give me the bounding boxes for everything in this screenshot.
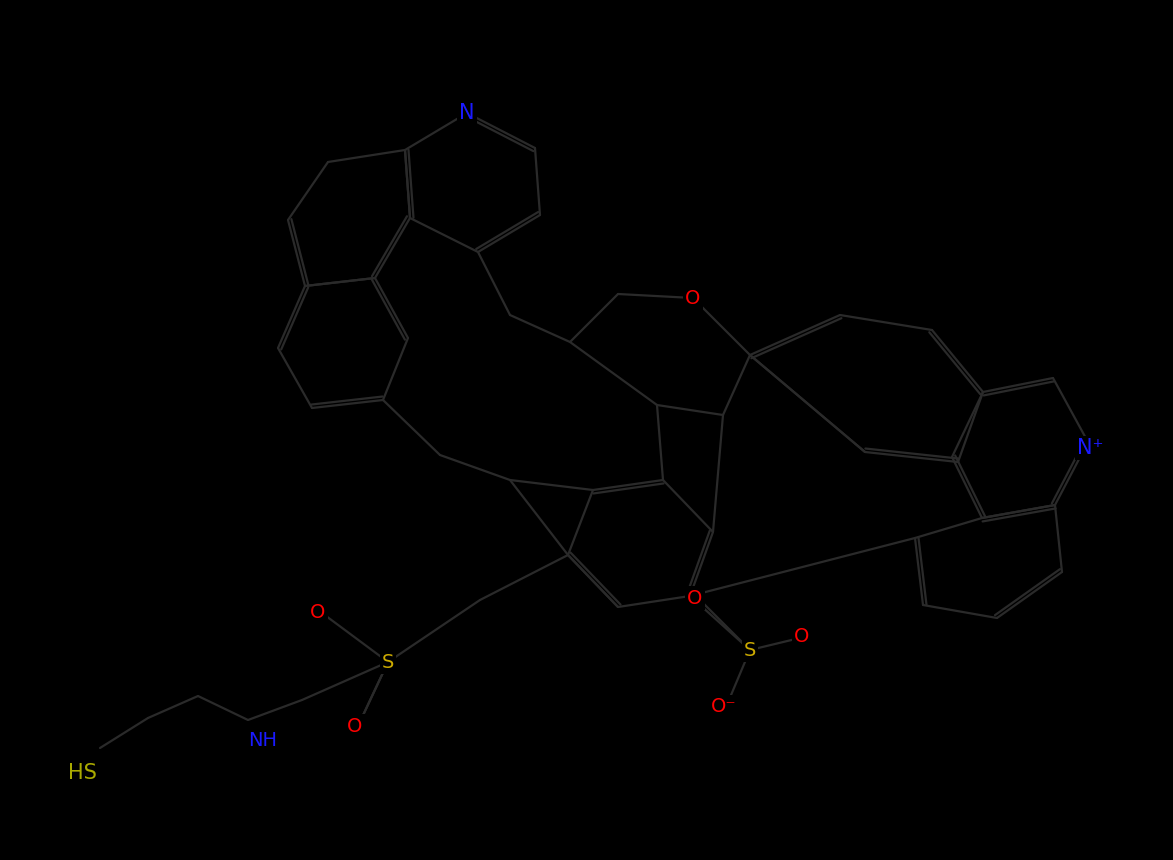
Text: O: O xyxy=(687,588,703,607)
Text: O: O xyxy=(685,288,700,308)
Text: O: O xyxy=(311,604,326,623)
Text: S: S xyxy=(744,641,757,660)
Text: S: S xyxy=(382,653,394,672)
Text: O: O xyxy=(794,628,809,647)
Text: HS: HS xyxy=(68,763,96,783)
Text: N⁺: N⁺ xyxy=(1077,438,1104,458)
Text: N: N xyxy=(460,103,475,123)
Text: O: O xyxy=(347,716,362,735)
Text: O⁻: O⁻ xyxy=(711,697,737,716)
Text: NH: NH xyxy=(249,730,278,750)
